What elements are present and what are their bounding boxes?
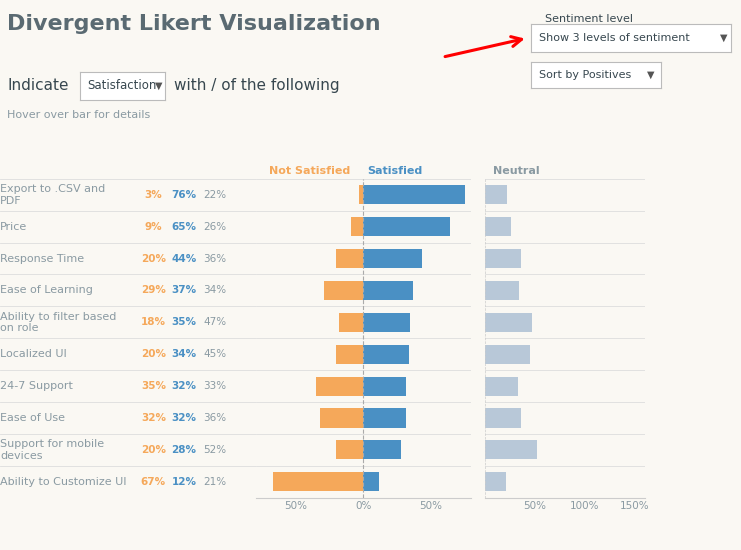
Text: Sentiment level: Sentiment level [545,14,633,24]
Text: with / of the following: with / of the following [174,78,340,93]
Text: 35%: 35% [172,317,196,327]
Bar [485,377,518,395]
Bar [363,377,406,395]
Text: 35%: 35% [141,381,166,391]
Bar [485,409,521,427]
Text: Ease of Use: Ease of Use [0,413,65,423]
Text: Divergent Likert Visualization: Divergent Likert Visualization [7,14,381,34]
Bar [485,185,508,204]
Text: 3%: 3% [144,190,162,200]
Text: 32%: 32% [141,413,166,423]
Text: 45%: 45% [203,349,226,359]
Text: 65%: 65% [172,222,196,232]
Bar [363,441,401,459]
Text: 29%: 29% [141,285,166,295]
Text: Satisfied: Satisfied [368,166,422,176]
Text: Response Time: Response Time [0,254,84,263]
Text: 20%: 20% [141,254,166,263]
Bar [363,185,465,204]
Text: Sort by Positives: Sort by Positives [539,70,631,80]
Bar [320,409,363,427]
Bar [485,313,532,332]
Text: Satisfaction: Satisfaction [87,79,156,92]
Bar [485,472,506,491]
Text: 32%: 32% [172,413,196,423]
Bar [336,441,363,459]
Text: Indicate: Indicate [7,78,69,93]
Text: 22%: 22% [203,190,226,200]
Text: 34%: 34% [171,349,196,359]
Bar [339,313,363,332]
Text: ▼: ▼ [720,33,727,43]
Text: Support for mobile
devices: Support for mobile devices [0,439,104,461]
Text: 20%: 20% [141,349,166,359]
Bar [324,281,363,300]
Text: 12%: 12% [172,477,196,487]
Bar [316,377,363,395]
Text: Hover over bar for details: Hover over bar for details [7,110,150,120]
Bar [485,217,511,236]
Text: 44%: 44% [171,254,196,263]
Text: 21%: 21% [203,477,226,487]
Bar [336,249,363,268]
Bar [273,472,363,491]
Text: Not Satisfied: Not Satisfied [269,166,350,176]
Bar [485,281,519,300]
Bar [485,441,537,459]
Bar [336,345,363,364]
Text: Price: Price [0,222,27,232]
Text: 36%: 36% [203,254,226,263]
Text: 9%: 9% [144,222,162,232]
Text: 76%: 76% [171,190,196,200]
Text: 52%: 52% [203,445,226,455]
Bar [363,472,379,491]
Text: 20%: 20% [141,445,166,455]
Bar [363,313,410,332]
Text: ▼: ▼ [155,81,162,91]
Bar [363,249,422,268]
Text: 33%: 33% [203,381,226,391]
Text: 26%: 26% [203,222,226,232]
Text: 34%: 34% [203,285,226,295]
Bar [485,249,521,268]
Text: 18%: 18% [141,317,166,327]
Bar [359,185,363,204]
Text: 37%: 37% [171,285,196,295]
Bar [363,409,406,427]
Text: Ability to filter based
on role: Ability to filter based on role [0,311,116,333]
Text: Localized UI: Localized UI [0,349,67,359]
Text: Neutral: Neutral [493,166,539,176]
Text: 67%: 67% [141,477,166,487]
Bar [485,345,530,364]
Bar [363,281,413,300]
Text: ▼: ▼ [647,70,654,80]
Text: 36%: 36% [203,413,226,423]
Text: Ability to Customize UI: Ability to Customize UI [0,477,127,487]
Text: 28%: 28% [172,445,196,455]
Text: 32%: 32% [172,381,196,391]
Text: Show 3 levels of sentiment: Show 3 levels of sentiment [539,33,690,43]
Text: 24-7 Support: 24-7 Support [0,381,73,391]
Bar [351,217,363,236]
Text: Ease of Learning: Ease of Learning [0,285,93,295]
Text: Export to .CSV and
PDF: Export to .CSV and PDF [0,184,105,206]
Bar [363,345,409,364]
Bar [363,217,451,236]
Text: 47%: 47% [203,317,226,327]
